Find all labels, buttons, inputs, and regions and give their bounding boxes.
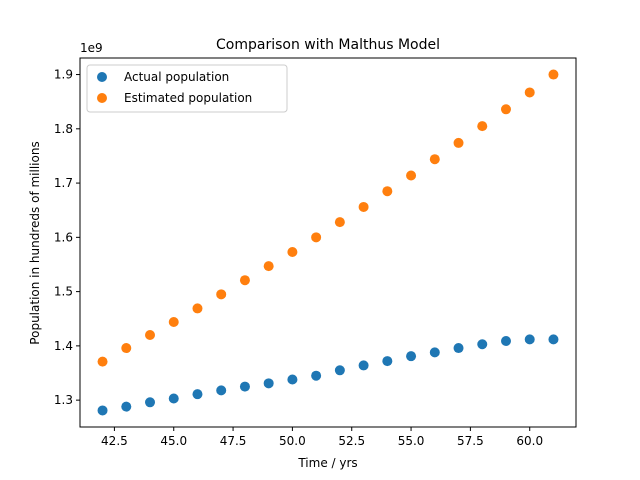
data-point-series-1-19	[548, 69, 559, 80]
data-point-series-0-12	[382, 356, 393, 367]
data-point-series-1-1	[121, 343, 132, 354]
x-tick-label: 57.5	[457, 434, 484, 448]
data-point-series-1-4	[192, 303, 203, 314]
y-tick-label: 1.6	[54, 230, 73, 244]
data-point-series-0-6	[239, 381, 250, 392]
data-point-series-0-9	[311, 370, 322, 381]
x-axis-label: Time / yrs	[297, 456, 357, 470]
data-points	[97, 69, 559, 416]
legend-label-series-1: Estimated population	[124, 91, 252, 105]
data-point-series-0-14	[429, 347, 440, 358]
data-point-series-0-2	[145, 397, 156, 408]
data-point-series-0-3	[168, 393, 179, 404]
data-point-series-0-5	[216, 385, 227, 396]
data-point-series-0-15	[453, 343, 464, 354]
x-tick-label: 60.0	[516, 434, 543, 448]
data-point-series-0-11	[358, 360, 369, 371]
data-point-series-0-10	[334, 365, 345, 376]
y-tick-label: 1.3	[54, 393, 73, 407]
data-point-series-1-7	[263, 261, 274, 272]
x-tick-label: 52.5	[338, 434, 365, 448]
data-point-series-1-10	[334, 217, 345, 228]
chart-title: Comparison with Malthus Model	[216, 37, 440, 53]
x-tick-label: 50.0	[279, 434, 306, 448]
plot-frame	[79, 57, 577, 428]
data-point-series-1-11	[358, 201, 369, 212]
data-point-series-1-18	[524, 87, 535, 98]
y-axis-label: Population in hundreds of millions	[28, 141, 42, 344]
legend: Actual population Estimated population	[86, 64, 288, 113]
data-point-series-1-14	[429, 154, 440, 165]
data-point-series-1-15	[453, 137, 464, 148]
y-tick-label: 1.9	[54, 68, 73, 82]
data-point-series-1-8	[287, 246, 298, 257]
data-point-series-0-17	[500, 335, 511, 346]
data-point-series-0-1	[121, 401, 132, 412]
legend-box	[86, 64, 288, 113]
data-point-series-0-18	[524, 334, 535, 345]
axis-ticks: 42.5 45.0 47.5 50.0 52.5 55.0 57.5 60.0 1.3 1.4 1.…	[54, 68, 543, 448]
data-point-series-0-13	[406, 351, 417, 362]
y-tick-label: 1.8	[54, 122, 73, 136]
data-point-series-0-0	[97, 405, 108, 416]
data-point-series-0-8	[287, 374, 298, 385]
data-point-series-0-16	[477, 339, 488, 350]
data-point-series-1-2	[145, 330, 156, 341]
y-tick-label: 1.4	[54, 339, 73, 353]
legend-marker-series-1	[97, 93, 107, 103]
data-point-series-1-17	[500, 104, 511, 115]
x-tick-label: 42.5	[101, 434, 128, 448]
data-point-series-1-16	[477, 121, 488, 132]
y-tick-label: 1.7	[54, 176, 73, 190]
legend-marker-series-0	[97, 72, 107, 82]
data-point-series-0-4	[192, 389, 203, 400]
data-point-series-1-0	[97, 356, 108, 367]
data-point-series-1-12	[382, 186, 393, 197]
x-tick-label: 47.5	[220, 434, 247, 448]
data-point-series-1-6	[239, 275, 250, 286]
data-point-series-1-5	[216, 289, 227, 300]
x-tick-label: 55.0	[398, 434, 425, 448]
y-tick-label: 1.5	[54, 285, 73, 299]
data-point-series-0-19	[548, 334, 559, 345]
data-point-series-1-13	[406, 170, 417, 181]
x-tick-label: 45.0	[160, 434, 187, 448]
data-point-series-1-9	[311, 232, 322, 243]
legend-label-series-0: Actual population	[124, 70, 229, 84]
y-axis-offset-label: 1e9	[80, 41, 103, 55]
data-point-series-1-3	[168, 316, 179, 327]
data-point-series-0-7	[263, 378, 274, 389]
